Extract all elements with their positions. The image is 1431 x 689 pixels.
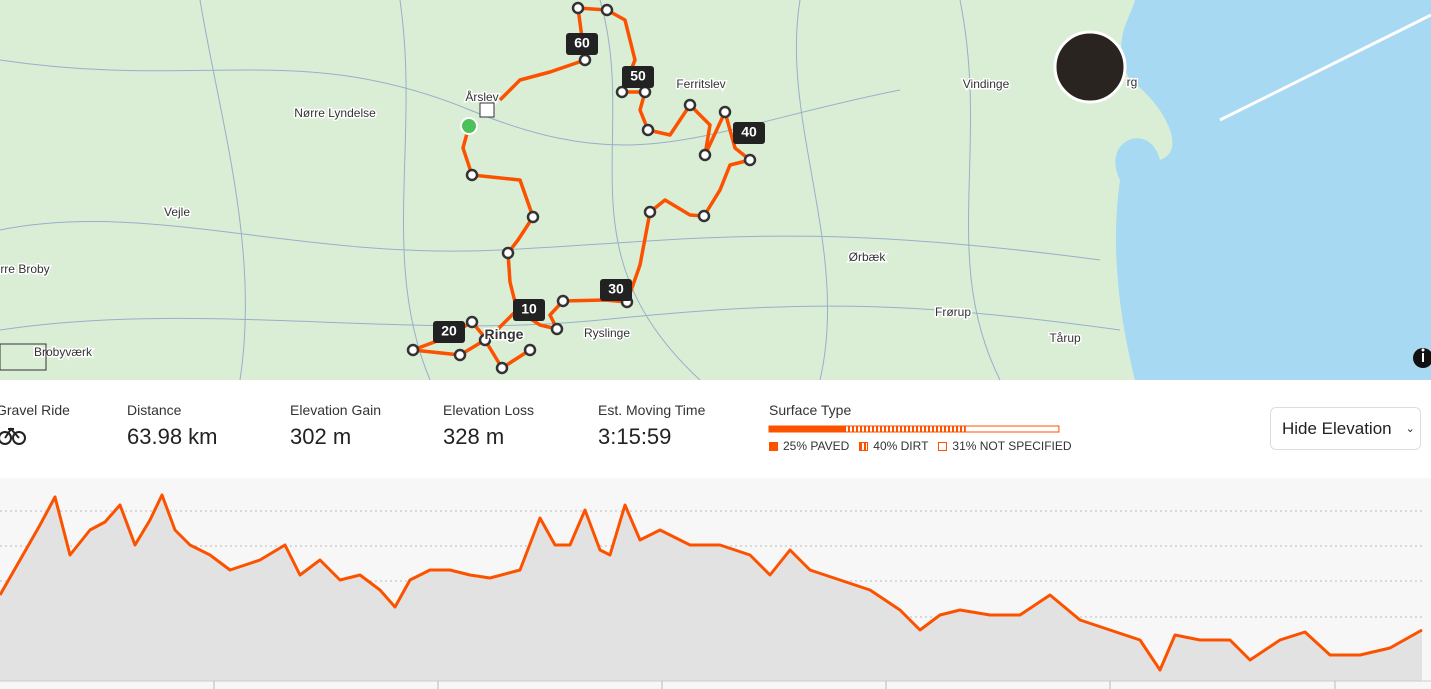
km-markers: 60 50 40 30 20 10: [433, 33, 765, 343]
place-label: Ryslinge: [584, 326, 630, 340]
surface-label: Surface Type: [769, 402, 852, 418]
surface-segment: [768, 425, 845, 433]
legend-swatch: [938, 442, 948, 451]
stat-label: Elevation Gain: [290, 402, 382, 418]
stats-panel: Gravel Ride Distance 63.98 km Elevation G…: [0, 380, 1431, 478]
place-label: Vejle: [164, 205, 190, 219]
stat: Distance 63.98 km: [127, 402, 218, 450]
stat: Elevation Gain 302 m: [290, 402, 381, 450]
surface-segment: [844, 425, 966, 433]
elevation-profile: [0, 478, 1431, 689]
legend-item: 40% DIRT: [859, 439, 928, 453]
surface-title: Surface Type: [769, 402, 851, 418]
map[interactable]: Årslev Nørre Lyndelse Vejle rre Broby Br…: [0, 0, 1431, 380]
stat-value: 63.98 km: [127, 424, 218, 449]
stat: Est. Moving Time 3:15:59: [598, 402, 705, 450]
stat-value: 328 m: [443, 424, 505, 449]
place-label: Årslev: [465, 89, 498, 104]
km-marker: 40: [741, 124, 757, 140]
stat-value: 3:15:59: [598, 424, 672, 449]
legend-item: 31% NOT SPECIFIED: [938, 439, 1072, 453]
place-label: Vindinge: [963, 77, 1010, 91]
legend-swatch: [769, 442, 778, 451]
stat-value: 302 m: [290, 424, 352, 449]
km-marker: 20: [441, 323, 457, 339]
hide-elevation-button[interactable]: Hide Elevation ⌄: [1270, 407, 1421, 450]
legend-item: 25% PAVED: [769, 439, 849, 453]
place-label: rg: [1127, 75, 1138, 89]
legend-swatch: [859, 442, 869, 451]
stat-label: Elevation Loss: [443, 402, 535, 418]
bike-icon: [0, 427, 26, 445]
km-marker: 50: [630, 68, 646, 84]
surface-bar: [768, 425, 1060, 433]
place-label: Ringe: [485, 326, 524, 342]
activity-label: Gravel Ride: [0, 402, 70, 418]
place-label: Nørre Lyndelse: [294, 106, 376, 120]
km-marker: 30: [608, 281, 624, 297]
surface-segment: [964, 425, 1060, 433]
place-label: Brobyværk: [34, 345, 93, 359]
place-label: Ørbæk: [849, 250, 887, 264]
stat: Elevation Loss 328 m: [443, 402, 534, 450]
stat-label: Est. Moving Time: [598, 402, 706, 418]
legend-label: 31% NOT SPECIFIED: [952, 439, 1072, 453]
legend-label: 40% DIRT: [873, 439, 929, 453]
km-marker: 10: [521, 301, 537, 317]
button-label: Hide Elevation: [1282, 418, 1392, 438]
activity-type: Gravel Ride: [0, 402, 70, 451]
place-label: Tårup: [1049, 331, 1081, 345]
stat-label: Distance: [127, 402, 182, 418]
km-marker: 60: [574, 35, 590, 51]
place-label: Ferritslev: [676, 77, 725, 91]
legend-label: 25% PAVED: [783, 439, 850, 453]
avatar[interactable]: [1053, 30, 1127, 104]
surface-legend: 25% PAVED 40% DIRT 31% NOT SPECIFIED: [769, 439, 1072, 453]
scale-box: [0, 343, 47, 371]
place-label: Frørup: [935, 305, 971, 319]
place-label: rre Broby: [0, 262, 49, 276]
